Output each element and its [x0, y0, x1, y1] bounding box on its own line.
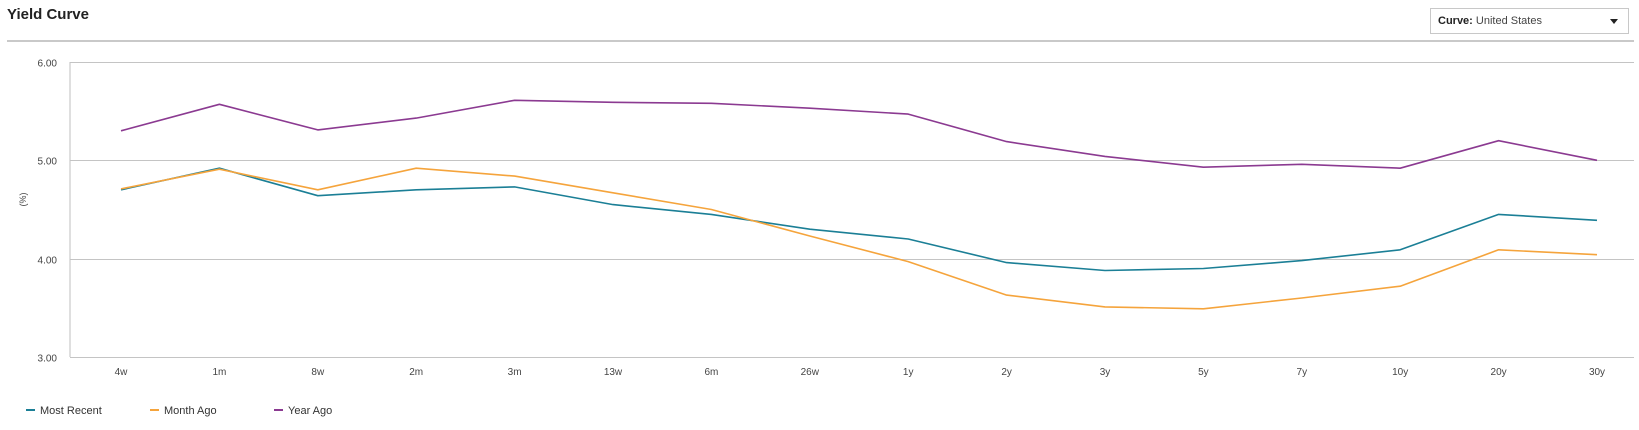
x-tick-label: 4w: [115, 367, 129, 378]
legend-swatch: [150, 409, 159, 412]
legend-label: Month Ago: [164, 405, 217, 418]
x-tick-label: 13w: [604, 367, 623, 378]
chart-header: Yield Curve Curve: United States: [0, 0, 1639, 44]
header-divider: [7, 40, 1634, 42]
legend-swatch: [274, 409, 283, 412]
x-tick-label: 2y: [1001, 367, 1012, 378]
legend-label: Most Recent: [40, 405, 102, 418]
y-tick-label: 4.00: [38, 256, 58, 267]
x-tick-label: 2m: [409, 367, 423, 378]
curve-select-label: Curve:: [1438, 15, 1473, 27]
x-tick-label: 1y: [903, 367, 914, 378]
x-tick-label: 3m: [508, 367, 522, 378]
y-tick-label: 3.00: [38, 354, 58, 365]
x-tick-label: 30y: [1589, 367, 1605, 378]
x-tick-label: 5y: [1198, 367, 1209, 378]
y-tick-label: 6.00: [38, 59, 58, 70]
x-tick-label: 1m: [212, 367, 226, 378]
curve-select-value: United States: [1475, 15, 1542, 27]
legend-item-month-ago[interactable]: Month Ago: [150, 405, 217, 417]
x-tick-label: 10y: [1392, 367, 1408, 378]
chevron-down-icon: [1610, 19, 1618, 24]
page-title: Yield Curve: [7, 6, 89, 23]
legend-item-year-ago[interactable]: Year Ago: [274, 405, 332, 417]
x-tick-label: 8w: [311, 367, 325, 378]
curve-select[interactable]: Curve: United States: [1430, 8, 1629, 34]
y-axis-label: (%): [18, 193, 28, 207]
legend-label: Year Ago: [288, 405, 333, 418]
legend-swatch: [26, 409, 35, 412]
series-line-most-recent: [120, 167, 1598, 272]
x-tick-label: 26w: [801, 367, 820, 378]
x-tick-label: 7y: [1297, 367, 1308, 378]
series-line-month-ago: [120, 167, 1598, 310]
x-tick-label: 3y: [1100, 367, 1111, 378]
x-tick-label: 6m: [704, 367, 718, 378]
y-tick-label: 5.00: [38, 157, 58, 168]
x-tick-label: 20y: [1491, 367, 1507, 378]
yield-curve-chart: 3.00 4.00 5.00 6.00 (%) 4w 1m 8w 2m 3m 13w 6m 26w 1y 2…: [18, 59, 1634, 378]
series-line-year-ago: [120, 99, 1598, 169]
legend-item-most-recent[interactable]: Most Recent: [26, 405, 102, 417]
